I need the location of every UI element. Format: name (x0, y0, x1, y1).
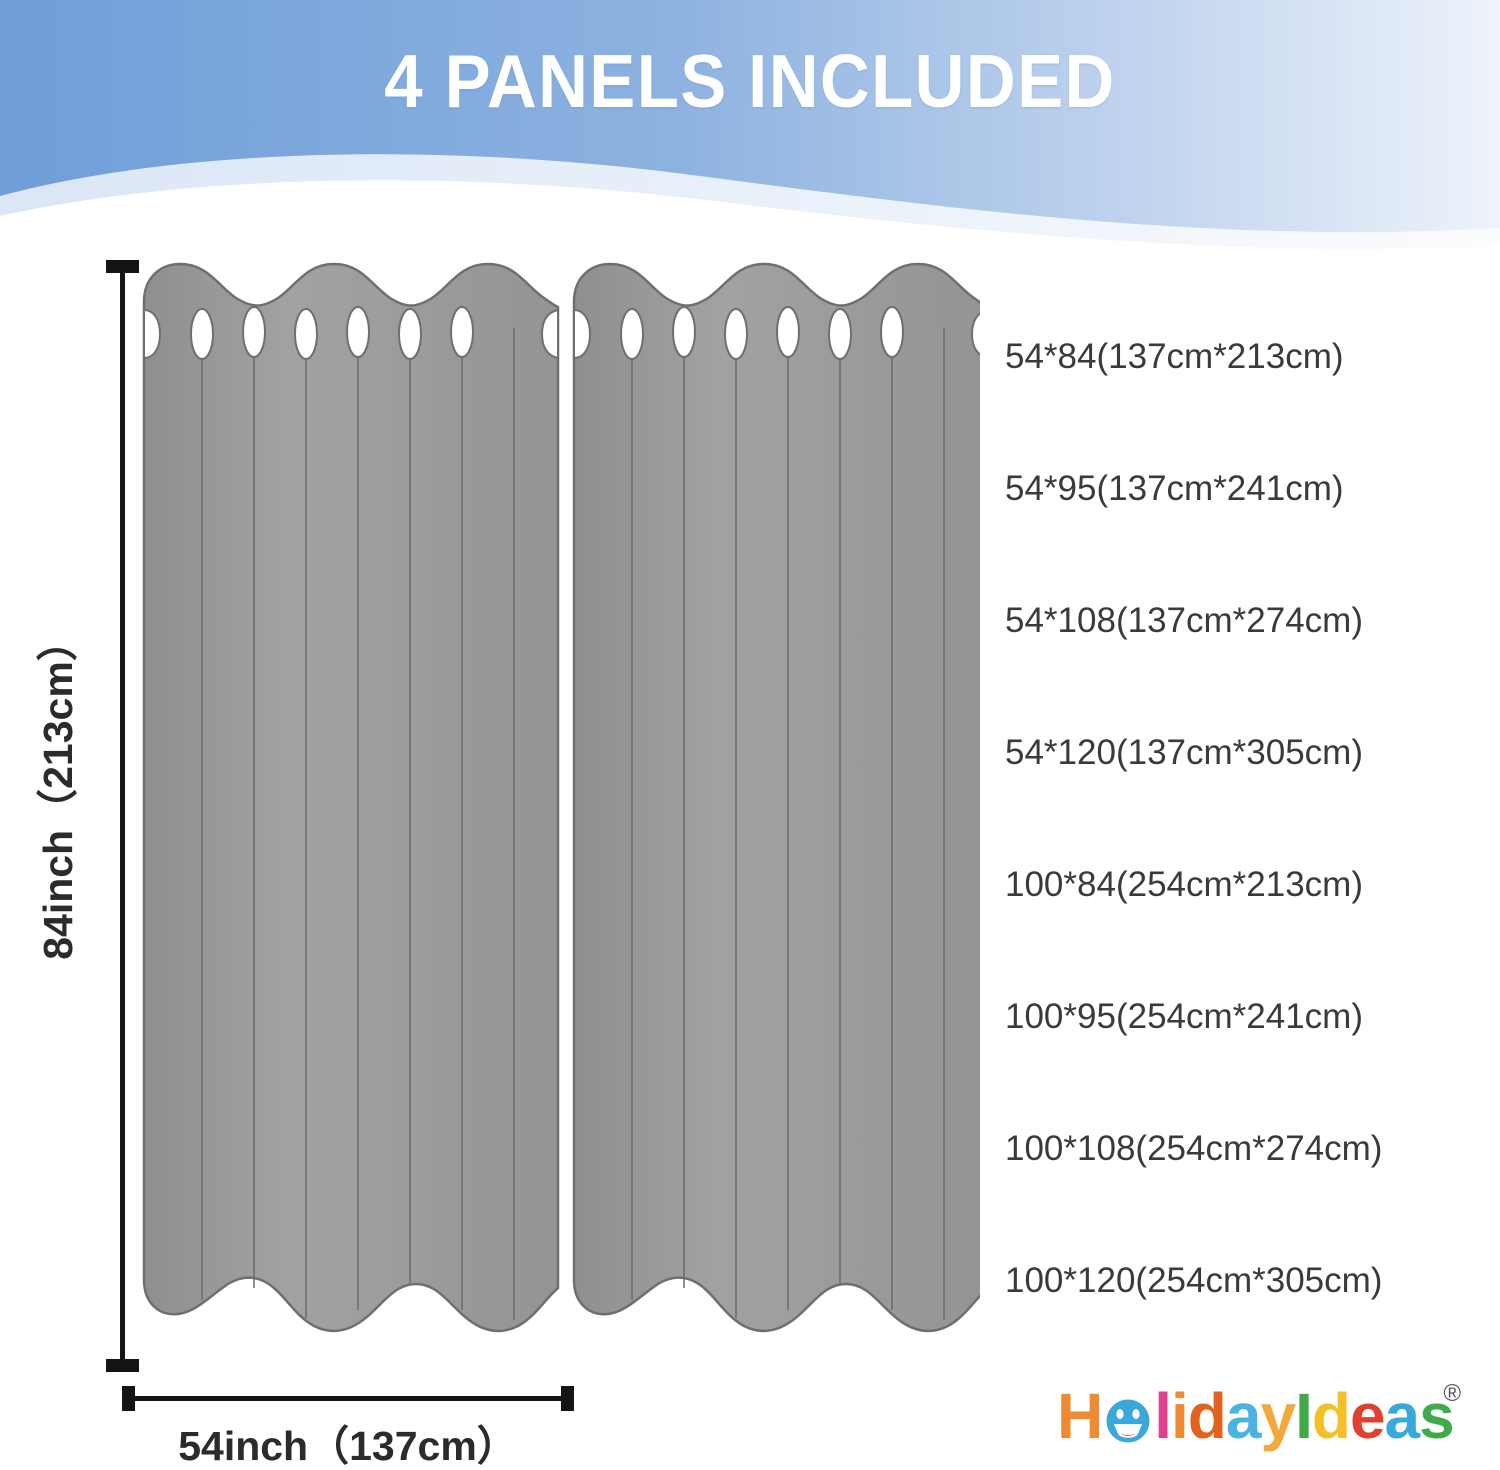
banner-title: 4 PANELS INCLUDED (384, 39, 1116, 123)
size-item: 100*84(254cm*213cm) (1005, 865, 1363, 904)
panel-left-body (142, 262, 560, 1333)
panel-right-folds (631, 318, 945, 1320)
curtain-diagram (140, 258, 980, 1368)
size-group-54: 54*84(137cm*213cm) 54*95(137cm*241cm) 54… (1005, 336, 1475, 864)
banner-background (0, 0, 1500, 250)
size-item: 54*95(137cm*241cm) (1005, 469, 1344, 508)
logo-letter: s (1419, 1380, 1455, 1452)
height-label: 84inch（213cm） (35, 620, 81, 960)
logo-letter: d (1311, 1380, 1351, 1452)
logo-letter: I (1295, 1380, 1313, 1452)
logo-letter: H (1057, 1380, 1103, 1452)
header-banner: 4 PANELS INCLUDED (0, 0, 1500, 250)
logo-letter: a (1225, 1380, 1262, 1452)
registered-trademark-icon: ® (1443, 1380, 1461, 1407)
logo-letter: a (1384, 1380, 1421, 1452)
logo-letter: e (1349, 1380, 1386, 1452)
curtain-panel-right (572, 262, 980, 1333)
curtain-panel-left (142, 262, 560, 1333)
wave-lower (0, 180, 1500, 250)
logo-letter: l (1154, 1380, 1172, 1452)
panel-right-grommets (573, 306, 980, 360)
height-dimension-line (100, 256, 144, 1376)
size-item: 54*84(137cm*213cm) (1005, 337, 1344, 376)
width-label: 54inch（137cm） (178, 1423, 518, 1469)
size-item: 54*120(137cm*305cm) (1005, 733, 1363, 772)
logo-letter: y (1260, 1380, 1296, 1452)
size-item: 100*95(254cm*241cm) (1005, 997, 1363, 1036)
logo-letter: d (1187, 1380, 1227, 1452)
size-item: 54*108(137cm*274cm) (1005, 601, 1363, 640)
logo-letter: i (1171, 1380, 1189, 1452)
size-item: 100*120(254cm*305cm) (1005, 1261, 1383, 1300)
panel-left-grommets (143, 306, 559, 360)
width-dimension-line (118, 1386, 578, 1412)
smiley-face-icon (1103, 1396, 1153, 1446)
size-list: 54*84(137cm*213cm) 54*95(137cm*241cm) 54… (1005, 336, 1475, 1302)
panel-left-folds (201, 318, 515, 1320)
size-item: 100*108(254cm*274cm) (1005, 1129, 1383, 1168)
size-group-100: 100*84(254cm*213cm) 100*95(254cm*241cm) … (1005, 864, 1475, 1302)
panel-right-body (572, 262, 980, 1333)
